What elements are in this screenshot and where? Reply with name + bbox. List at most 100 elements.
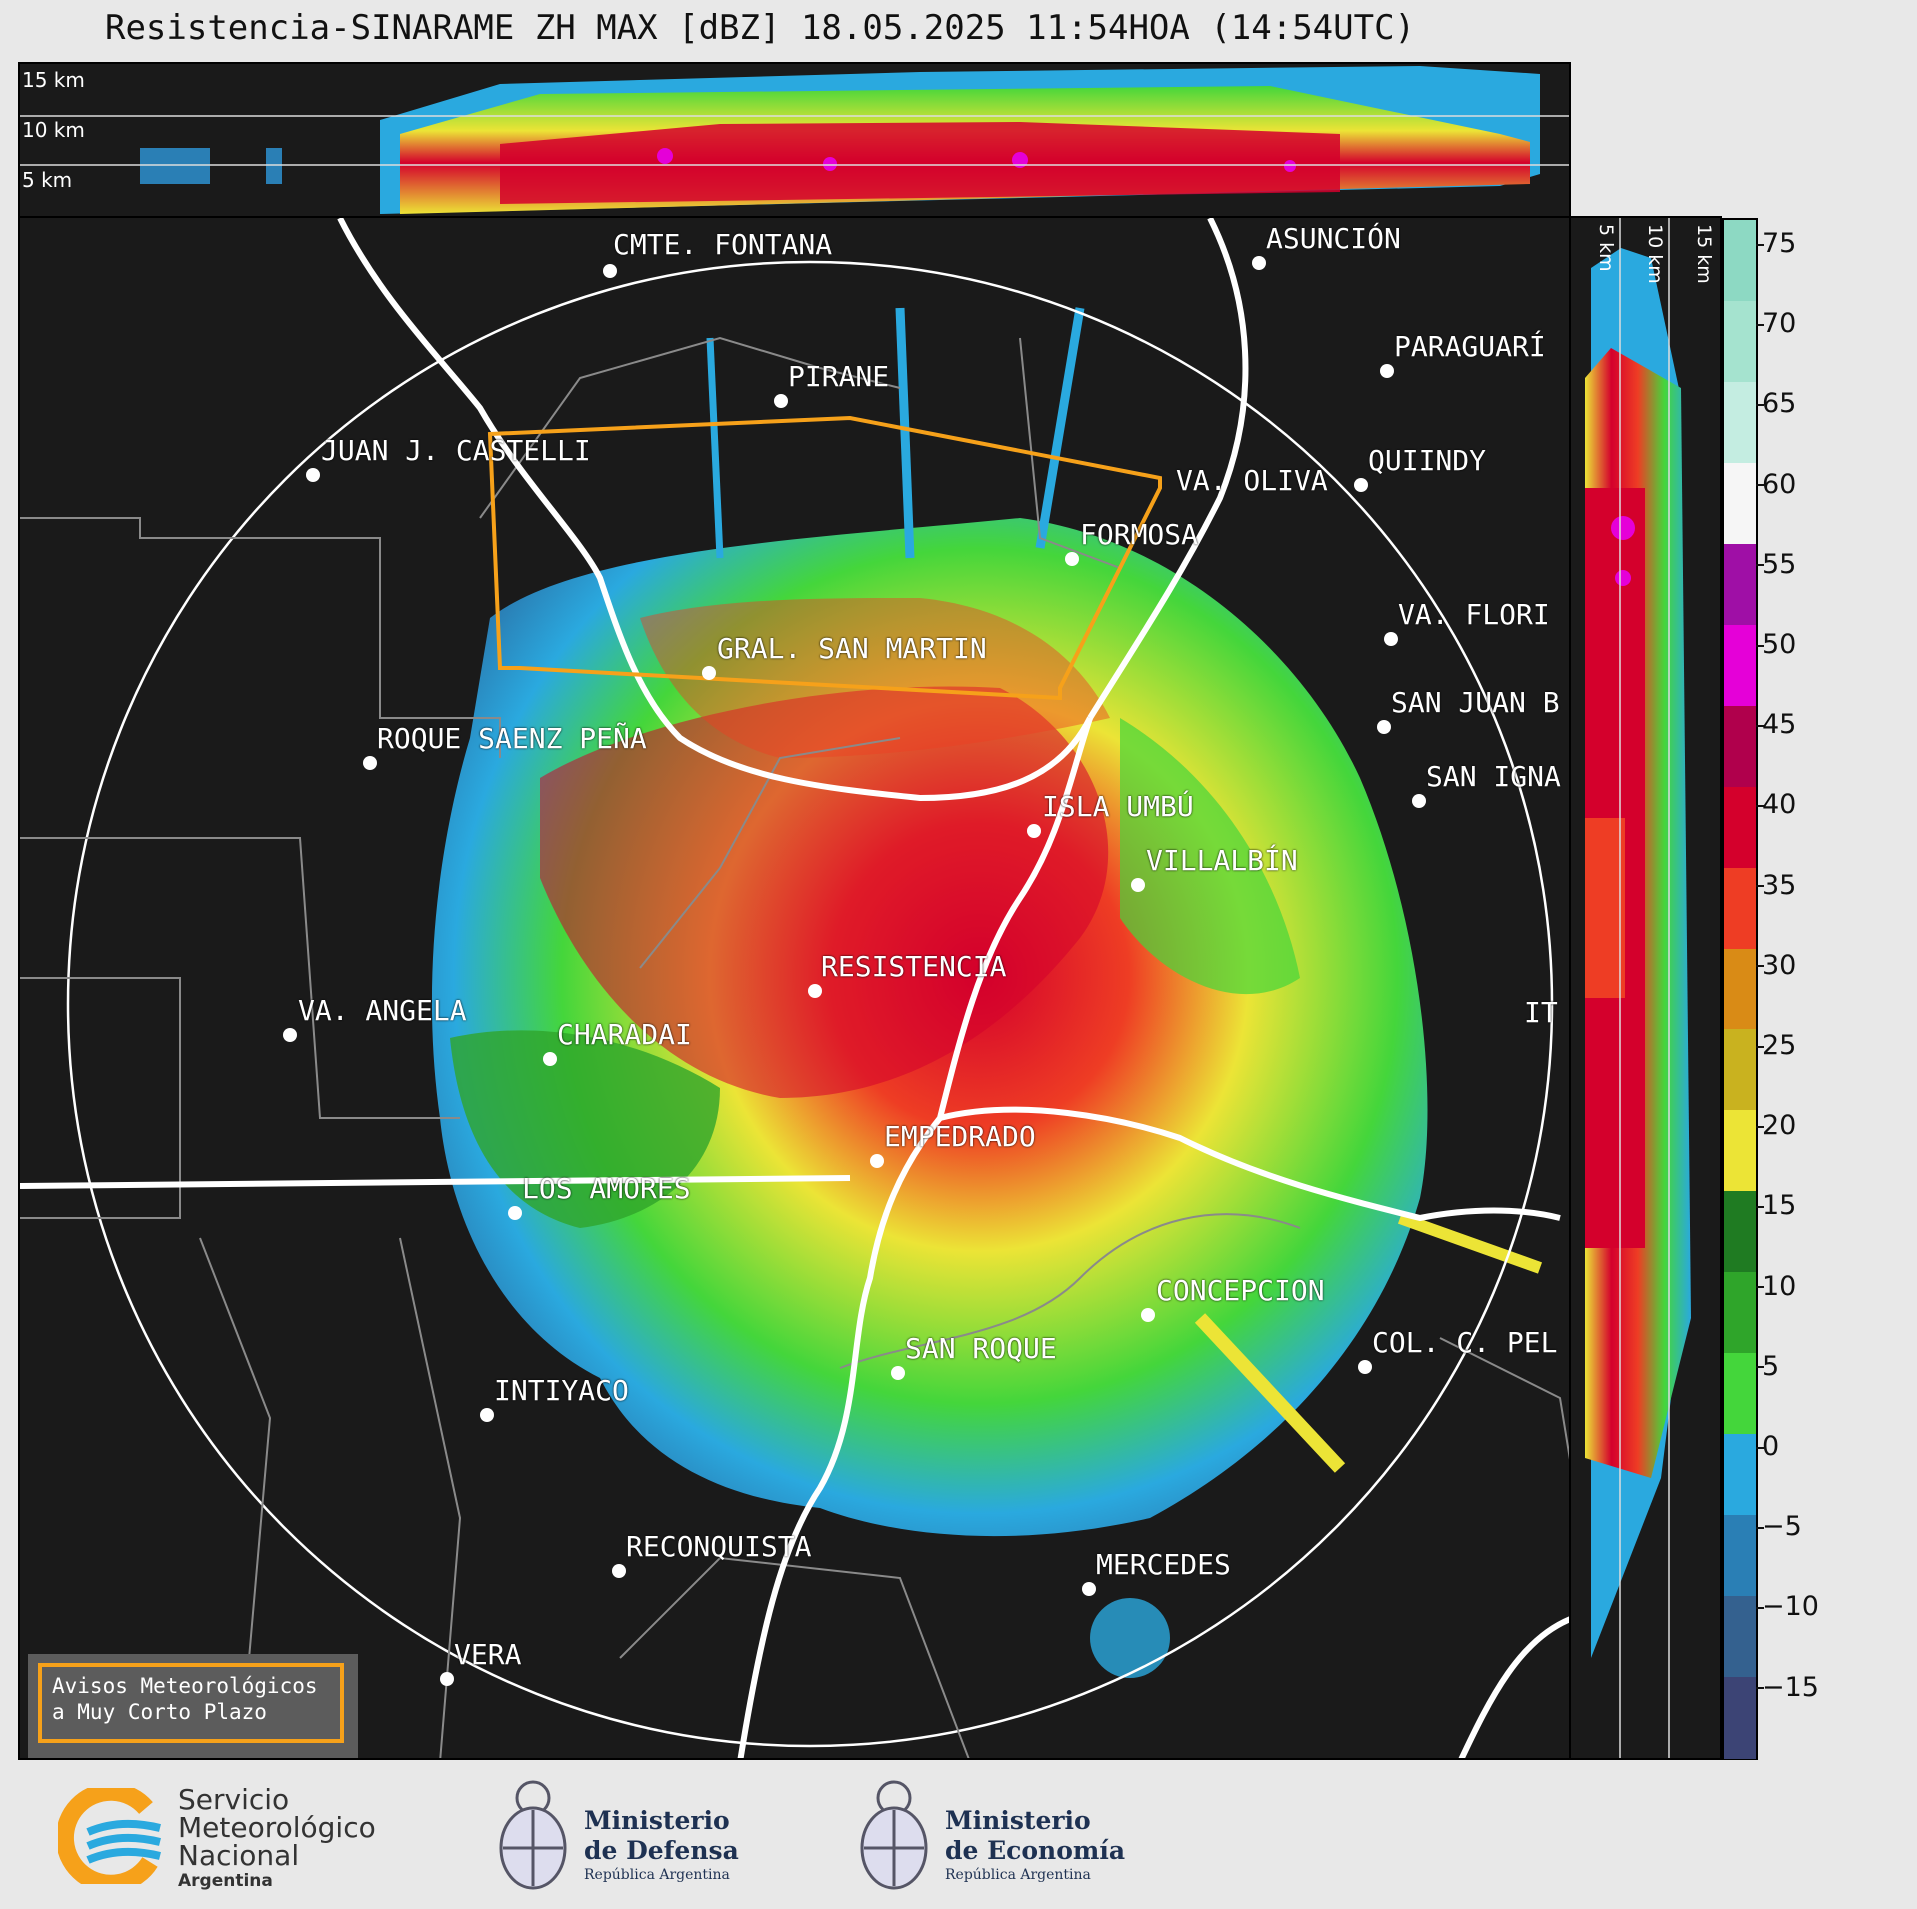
city-dot-san-igna bbox=[1412, 794, 1426, 808]
city-label-isla-umbu: ISLA UMBÚ bbox=[1042, 790, 1194, 823]
city-dot-intiyaco bbox=[480, 1408, 494, 1422]
city-label-mercedes: MERCEDES bbox=[1096, 1548, 1231, 1581]
chart-title: Resistencia-SINARAME ZH MAX [dBZ] 18.05.… bbox=[104, 8, 1416, 48]
warning-box-line2: a Muy Corto Plazo bbox=[52, 1700, 267, 1724]
argentina-coat-of-arms-icon bbox=[499, 1780, 567, 1890]
colorbar-band bbox=[1724, 1029, 1756, 1112]
colorbar-band bbox=[1724, 220, 1756, 302]
city-dot-reconquista bbox=[612, 1564, 626, 1578]
city-label-charadai: CHARADAI bbox=[557, 1018, 692, 1051]
colorbar-band bbox=[1724, 867, 1756, 950]
side-height-label-10km: 10 km bbox=[1644, 224, 1666, 284]
colorbar-tick-label: 0 bbox=[1755, 1431, 1780, 1462]
city-dot-vera bbox=[440, 1672, 454, 1686]
colorbar-tick-label: 70 bbox=[1755, 308, 1797, 340]
city-label-va-oliva: VA. OLIVA bbox=[1176, 464, 1328, 497]
city-dot-juan-j-castelli bbox=[306, 468, 320, 482]
city-label-va-flori: VA. FLORI bbox=[1398, 598, 1550, 631]
city-dot-va-flori bbox=[1384, 632, 1398, 646]
top-cross-section-panel: 15 km 10 km 5 km bbox=[18, 62, 1571, 218]
city-dot-col-c-pel bbox=[1358, 1360, 1372, 1374]
city-label-asuncion: ASUNCIÓN bbox=[1266, 222, 1401, 255]
city-label-reconquista: RECONQUISTA bbox=[626, 1530, 812, 1563]
city-dot-concepcion bbox=[1141, 1308, 1155, 1322]
colorbar-band bbox=[1724, 1272, 1756, 1355]
city-label-juan-j-castelli: JUAN J. CASTELLI bbox=[321, 434, 591, 467]
city-label-villalbin: VILLALBÍN bbox=[1146, 844, 1298, 877]
city-label-gral-san-martin: GRAL. SAN MARTIN bbox=[717, 632, 987, 665]
city-label-resistencia: RESISTENCIA bbox=[821, 950, 1007, 983]
city-dot-charadai bbox=[543, 1052, 557, 1066]
city-dot-los-amores bbox=[508, 1206, 522, 1220]
city-label-paraguari: PARAGUARÍ bbox=[1394, 330, 1546, 363]
city-dot-isla-umbu bbox=[1027, 824, 1041, 838]
city-dot-roque-saenz-pena bbox=[363, 756, 377, 770]
city-dot-paraguari bbox=[1380, 364, 1394, 378]
smn-logo-text: Servicio Meteorológico Nacional Argentin… bbox=[178, 1783, 376, 1892]
city-label-it: IT bbox=[1524, 996, 1558, 1029]
colorbar-tick-label: 20 bbox=[1755, 1110, 1797, 1142]
smn-logo-icon bbox=[58, 1788, 161, 1884]
height-label-5km: 5 km bbox=[22, 168, 73, 192]
colorbar-tick-label: 25 bbox=[1755, 1030, 1797, 1061]
colorbar-tick-label: 50 bbox=[1755, 629, 1797, 660]
top-cross-section-echo bbox=[20, 66, 1569, 214]
colorbar-tick-label: 55 bbox=[1755, 548, 1797, 580]
colorbar-band bbox=[1724, 786, 1756, 869]
radar-map-svg bbox=[20, 218, 1569, 1758]
city-dot-formosa bbox=[1065, 552, 1079, 566]
colorbar-band bbox=[1724, 462, 1756, 545]
city-dot-cmte-fontana bbox=[603, 264, 617, 278]
height-label-15km: 15 km bbox=[22, 68, 85, 92]
colorbar-band bbox=[1724, 1353, 1756, 1436]
colorbar-band bbox=[1724, 624, 1756, 707]
height-label-10km: 10 km bbox=[22, 118, 85, 142]
colorbar-tick-label: 45 bbox=[1755, 709, 1797, 741]
colorbar-tick-label: 30 bbox=[1755, 949, 1797, 981]
city-label-formosa: FORMOSA bbox=[1080, 518, 1199, 551]
city-label-concepcion: CONCEPCION bbox=[1156, 1274, 1325, 1307]
argentina-coat-of-arms-icon bbox=[860, 1780, 928, 1890]
city-label-san-juan-b: SAN JUAN B bbox=[1391, 686, 1560, 719]
city-label-cmte-fontana: CMTE. FONTANA bbox=[613, 228, 833, 261]
city-label-pirane: PIRANE bbox=[788, 360, 890, 393]
city-label-los-amores: LOS AMORES bbox=[522, 1172, 691, 1205]
city-dot-empedrado bbox=[870, 1154, 884, 1168]
colorbar-band bbox=[1724, 1515, 1756, 1598]
side-cross-section-panel: 5 km 10 km 15 km bbox=[1569, 216, 1722, 1760]
colorbar-tick-label: −10 bbox=[1756, 1591, 1819, 1623]
colorbar-band bbox=[1724, 1677, 1756, 1759]
warning-polygon bbox=[487, 415, 1162, 701]
colorbar-tick-label: 15 bbox=[1755, 1190, 1797, 1222]
colorbar-band bbox=[1724, 1110, 1756, 1193]
city-label-empedrado: EMPEDRADO bbox=[884, 1120, 1036, 1153]
colorbar-tick-label: 10 bbox=[1755, 1270, 1797, 1302]
side-height-label-5km: 5 km bbox=[1595, 224, 1617, 272]
city-dot-villalbin bbox=[1131, 878, 1145, 892]
colorbar-band bbox=[1724, 705, 1756, 788]
radar-map-panel: CMTE. FONTANA ASUNCIÓN PIRANE PARAGUARÍ … bbox=[18, 216, 1571, 1760]
city-label-roque-saenz-pena: ROQUE SAENZ PEÑA bbox=[377, 722, 647, 755]
city-dot-mercedes bbox=[1082, 1582, 1096, 1596]
colorbar-tick-label: 65 bbox=[1755, 388, 1797, 420]
city-label-san-roque: SAN ROQUE bbox=[905, 1332, 1057, 1365]
colorbar-tick-label: 75 bbox=[1755, 228, 1797, 259]
city-dot-resistencia bbox=[808, 984, 822, 998]
city-dot-san-juan-b bbox=[1377, 720, 1391, 734]
city-label-vera: VERA bbox=[454, 1638, 522, 1671]
colorbar-band bbox=[1724, 1191, 1756, 1274]
city-label-san-igna: SAN IGNA bbox=[1426, 760, 1561, 793]
city-label-col-c-pel: COL. C. PEL bbox=[1372, 1326, 1558, 1359]
colorbar-tick-label: −15 bbox=[1756, 1671, 1819, 1703]
colorbar-band bbox=[1724, 1596, 1756, 1679]
economia-logo-text: Ministerio de Economía República Argenti… bbox=[945, 1806, 1126, 1883]
city-label-intiyaco: INTIYACO bbox=[494, 1374, 629, 1407]
colorbar-tick-label: −5 bbox=[1756, 1511, 1802, 1543]
city-dot-san-roque bbox=[891, 1366, 905, 1380]
warning-box-line1: Avisos Meteorológicos bbox=[52, 1674, 318, 1698]
colorbar-tick-label: 40 bbox=[1755, 789, 1797, 821]
city-dot-pirane bbox=[774, 394, 788, 408]
colorbar-band bbox=[1724, 1434, 1756, 1517]
colorbar-band bbox=[1724, 300, 1756, 383]
city-dot-quiindy bbox=[1354, 478, 1368, 492]
